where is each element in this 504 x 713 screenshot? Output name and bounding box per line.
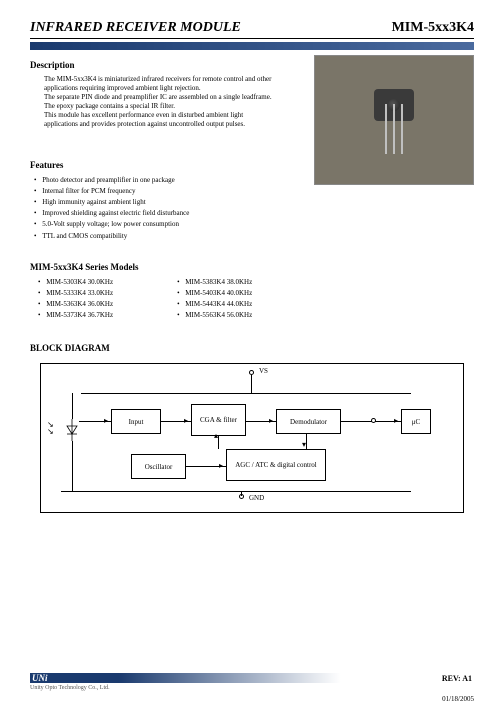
model-item: MIM-5443K4 44.0KHz: [177, 299, 252, 310]
model-item: MIM-5333K4 33.0KHz: [38, 288, 113, 299]
desc-p4: This module has excellent performance ev…: [44, 111, 274, 129]
doc-title: INFRARED RECEIVER MODULE: [30, 20, 241, 36]
arrow-icon: ▴: [214, 431, 218, 440]
input-block: Input: [111, 409, 161, 434]
cga-block: CGA & filter: [191, 404, 246, 436]
product-photo: [314, 55, 474, 185]
model-item: MIM-5303K4 30.0KHz: [38, 277, 113, 288]
arrow-icon: ▾: [302, 440, 306, 449]
model-item: MIM-5363K4 36.0KHz: [38, 299, 113, 310]
demod-block: Demodulator: [276, 409, 341, 434]
model-item: MIM-5403K4 40.0KHz: [177, 288, 252, 299]
feature-item: Internal filter for PCM frequency: [34, 186, 474, 197]
gnd-label: GND: [249, 494, 264, 502]
arrow-icon: ▸: [219, 461, 223, 470]
page-footer: UNi REV: A1 Unity Opto Technology Co., L…: [30, 673, 474, 703]
arrow-icon: ▸: [184, 416, 188, 425]
arrow-icon: ▸: [104, 416, 108, 425]
agc-block: AGC / ATC & digital control: [226, 449, 326, 481]
revision-label: REV: A1: [442, 674, 472, 683]
part-number: MIM-5xx3K4: [392, 20, 474, 36]
diagram-heading: BLOCK DIAGRAM: [30, 343, 474, 353]
model-item: MIM-5383K4 38.0KHz: [177, 277, 252, 288]
feature-item: 5.0-Volt supply voltage; low power consu…: [34, 219, 474, 230]
model-item: MIM-5563K4 56.0KHz: [177, 310, 252, 321]
vs-label: VS: [259, 367, 268, 375]
desc-p2: The separate PIN diode and preamplifier …: [44, 93, 274, 102]
block-diagram: VS ↘↘ Input CGA & filter Demodulator μC …: [40, 363, 464, 513]
feature-item: Improved shielding against electric fiel…: [34, 208, 474, 219]
models-list: MIM-5303K4 30.0KHz MIM-5333K4 33.0KHz MI…: [34, 277, 474, 322]
page-header: INFRARED RECEIVER MODULE MIM-5xx3K4: [30, 20, 474, 39]
models-heading: MIM-5xx3K4 Series Models: [30, 262, 474, 272]
uc-block: μC: [401, 409, 431, 434]
company-name: Unity Opto Technology Co., Ltd.: [30, 685, 474, 691]
feature-item: High immunity against ambient light: [34, 197, 474, 208]
model-item: MIM-5373K4 36.7KHz: [38, 310, 113, 321]
photodiode-icon: [65, 419, 79, 441]
light-arrows-icon: ↘↘: [47, 422, 54, 435]
desc-p1: The MIM-5xx3K4 is miniaturized infrared …: [44, 75, 274, 93]
header-bar: [30, 42, 474, 50]
arrow-icon: ▸: [269, 416, 273, 425]
company-logo: UNi: [32, 673, 48, 683]
arrow-icon: ▸: [394, 416, 398, 425]
doc-date: 01/18/2005: [30, 695, 474, 703]
feature-item: TTL and CMOS compatibility: [34, 231, 474, 242]
description-body: The MIM-5xx3K4 is miniaturized infrared …: [44, 75, 274, 130]
desc-p3: The epoxy package contains a special IR …: [44, 102, 274, 111]
out-pin-icon: [371, 418, 376, 423]
osc-block: Oscillator: [131, 454, 186, 479]
